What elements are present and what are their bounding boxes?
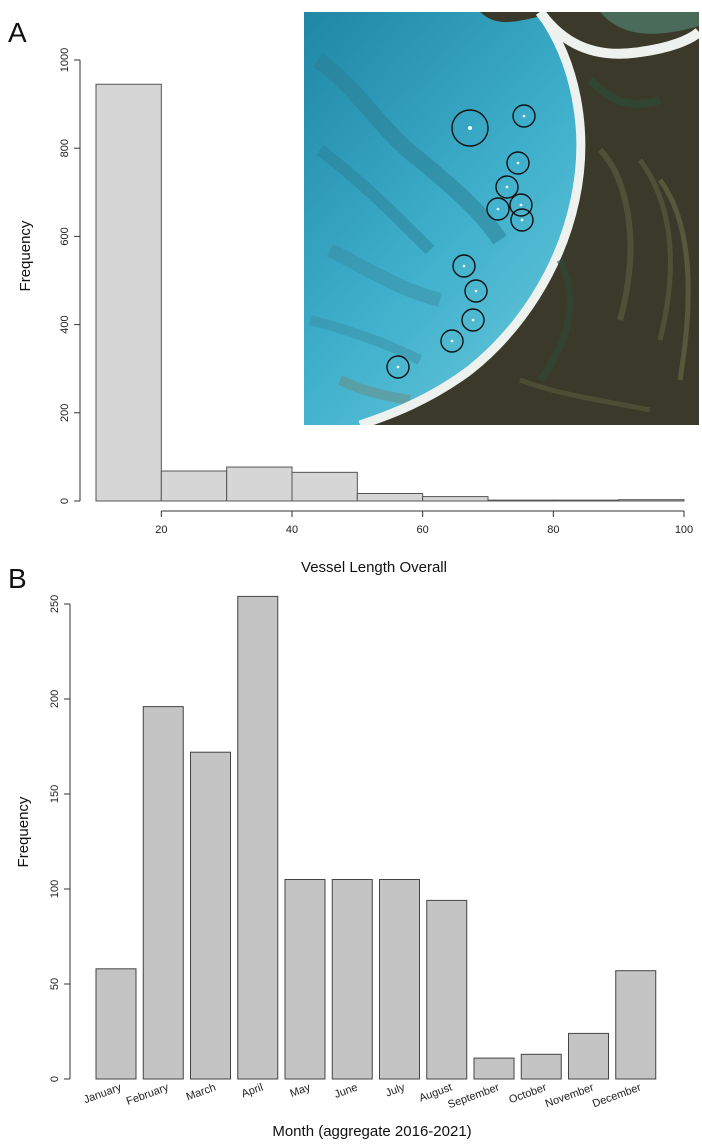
month-tick-label: January xyxy=(82,1081,123,1106)
month-bar xyxy=(284,879,326,1080)
histogram-bars xyxy=(95,83,685,502)
histogram-bar xyxy=(487,499,554,502)
histogram-bar xyxy=(356,493,424,502)
histogram-bar xyxy=(422,496,489,502)
month-bar xyxy=(520,1053,562,1080)
histogram-x-axis-title: Vessel Length Overall xyxy=(301,559,447,576)
histogram-y-axis-title: Frequency xyxy=(17,220,34,291)
month-bar xyxy=(615,970,657,1080)
month-tick-label: December xyxy=(591,1081,643,1110)
histogram-x-tick-label: 80 xyxy=(547,524,559,536)
histogram-bar xyxy=(552,499,620,502)
monthly-y-tick-label: 150 xyxy=(49,785,61,803)
panel-b-bar-chart: B January February March April May June July Au… xyxy=(8,563,657,1140)
month-bar xyxy=(237,595,279,1080)
monthly-y-tick-label: 250 xyxy=(49,595,61,613)
histogram-bar xyxy=(95,83,162,502)
histogram-bar xyxy=(226,466,293,502)
month-tick-label: March xyxy=(185,1082,218,1104)
month-bar xyxy=(568,1032,609,1080)
monthly-y-tick-label: 50 xyxy=(49,978,61,990)
month-tick-label: February xyxy=(125,1081,171,1108)
vessel-markers xyxy=(386,104,536,379)
monthly-y-tick-label: 200 xyxy=(49,690,61,708)
monthly-y-axis-title: Frequency xyxy=(15,796,32,867)
panel-a-label: A xyxy=(8,17,27,48)
month-tick-label: April xyxy=(240,1082,265,1101)
histogram-x-tick-label: 100 xyxy=(675,524,693,536)
histogram-y-tick-label: 400 xyxy=(59,315,71,333)
histogram-y-tick-label: 1000 xyxy=(59,48,71,72)
month-bar xyxy=(190,751,231,1080)
month-bar xyxy=(331,879,373,1080)
month-bar xyxy=(95,968,137,1080)
histogram-bar xyxy=(618,499,685,502)
month-bar xyxy=(379,879,420,1080)
histogram-x-tick-label: 40 xyxy=(286,524,298,536)
histogram-y-tick-label: 200 xyxy=(59,404,71,422)
histogram-x-tick-label: 20 xyxy=(155,524,167,536)
panel-b-label: B xyxy=(8,563,27,594)
monthly-x-axis-title: Month (aggregate 2016-2021) xyxy=(272,1123,471,1140)
histogram-y-tick-label: 0 xyxy=(59,498,71,504)
satellite-image-icon xyxy=(304,12,699,425)
histogram-x-tick-label: 60 xyxy=(417,524,429,536)
month-bar xyxy=(142,706,184,1080)
month-tick-label: July xyxy=(384,1081,407,1099)
monthly-y-tick-label: 0 xyxy=(49,1076,61,1082)
histogram-bar xyxy=(291,471,358,502)
month-tick-label: October xyxy=(507,1081,548,1106)
histogram-bar xyxy=(160,470,228,502)
month-bar xyxy=(473,1057,515,1080)
histogram-y-tick-label: 600 xyxy=(59,227,71,245)
month-tick-label: November xyxy=(544,1081,596,1110)
month-tick-label: September xyxy=(446,1081,501,1111)
monthly-y-tick-label: 100 xyxy=(49,880,61,898)
monthly-bars xyxy=(95,595,657,1080)
histogram-y-tick-label: 800 xyxy=(59,139,71,157)
month-tick-label: May xyxy=(288,1081,312,1100)
month-tick-label: June xyxy=(333,1082,360,1101)
month-bar xyxy=(426,899,468,1080)
